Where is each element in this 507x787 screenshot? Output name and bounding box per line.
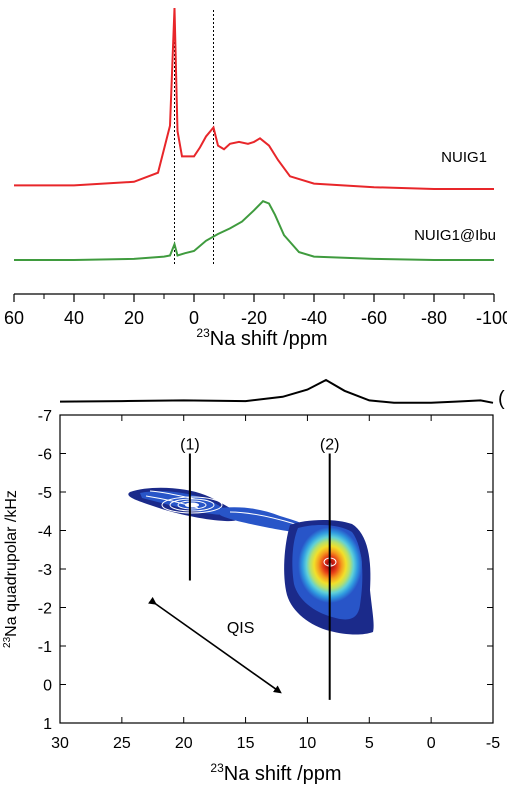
bottom-x-tick-label: 5 <box>365 735 374 752</box>
series-label-nuig1-ibu: NUIG1@Ibu <box>414 227 496 244</box>
qis-arrow <box>148 596 282 694</box>
bottom-y-tick-label: -5 <box>38 485 52 502</box>
top-x-tick-label: -100 <box>476 308 507 328</box>
top-x-tick-label: 20 <box>124 308 144 328</box>
bottom-y-tick-label: -2 <box>38 601 52 618</box>
projection-line <box>59 378 494 404</box>
top-x-axis-label: 23Na shift /ppm <box>196 326 327 350</box>
top-x-tick-label: 0 <box>189 308 199 328</box>
series-line-nuig1-ibu <box>14 200 494 261</box>
reference-lines <box>174 10 214 265</box>
bottom-x-tick-label: 30 <box>51 735 69 752</box>
top-x-tick-label: -80 <box>421 308 447 328</box>
bottom-x-tick-label: 20 <box>175 735 193 752</box>
bottom-x-tick-label: 25 <box>113 735 131 752</box>
contour-bridge <box>220 507 309 533</box>
top-x-tick-label: -60 <box>361 308 387 328</box>
bottom-x-axis-label: 23Na shift /ppm <box>210 761 341 785</box>
top-x-tick-label: -40 <box>301 308 327 328</box>
bottom-y-ticks: -7 -6 -5 -4 -3 -2 -1 0 1 <box>38 408 493 733</box>
bottom-x-tick-label: 0 <box>427 735 436 752</box>
bottom-x-ticks: 30 25 20 15 10 5 0 -5 <box>51 415 500 752</box>
bottom-y-tick-label: -3 <box>38 562 52 579</box>
series-label-nuig1: NUIG1 <box>441 149 487 166</box>
series-line-nuig1 <box>14 7 494 190</box>
contour-site-1 <box>128 487 242 522</box>
bottom-y-tick-label: 1 <box>43 716 52 733</box>
site-lines <box>188 453 331 700</box>
site-label-2: (2) <box>320 437 340 454</box>
qis-label: QIS <box>227 620 255 637</box>
bottom-x-tick-label: -5 <box>486 735 500 752</box>
site-label-1: (1) <box>180 437 200 454</box>
bottom-x-tick-label: 15 <box>237 735 255 752</box>
contour-plot-frame <box>59 414 494 724</box>
top-spectrum-panel: NUIG1 NUIG1@Ibu 6040200-20-40-60-80-100 … <box>4 7 507 350</box>
bottom-y-axis-label: 23Na quadrupolar /kHz <box>2 490 20 648</box>
bottom-y-tick-label: -1 <box>38 639 52 656</box>
bottom-y-tick-label: -6 <box>38 447 52 464</box>
top-x-tick-label: -20 <box>241 308 267 328</box>
bottom-y-tick-label: 0 <box>43 678 52 695</box>
top-x-tick-label: 60 <box>4 308 24 328</box>
bottom-y-tick-label: -4 <box>38 524 52 541</box>
bottom-2d-panel: ( (1) (2) QIS 30 25 20 15 10 5 0 -5 -7-6-5-4-3-… <box>2 378 505 785</box>
bottom-x-tick-label: 10 <box>299 735 317 752</box>
top-x-tick-label: 40 <box>64 308 84 328</box>
bottom-y-tick-label: -7 <box>38 408 52 425</box>
top-x-ticks: 60 40 20 0 -20 -40 -60 -80 -100 <box>4 294 507 328</box>
partial-panel-label: ( <box>498 388 505 410</box>
